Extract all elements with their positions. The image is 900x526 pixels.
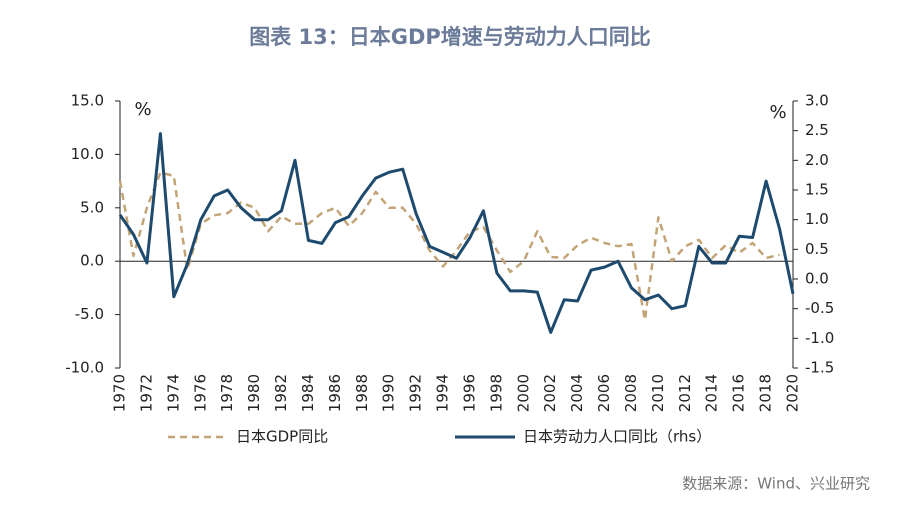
x-tick-label: 2000 <box>514 374 532 412</box>
x-tick-label: 1994 <box>434 374 452 412</box>
y2-tick-label: -1.5 <box>805 359 834 377</box>
y2-unit: % <box>769 102 786 123</box>
y-unit: % <box>134 99 151 120</box>
y-tick-label: -5.0 <box>75 305 104 323</box>
x-tick-label: 2004 <box>568 374 586 412</box>
x-tick-label: 1990 <box>380 374 398 412</box>
x-tick-label: 1974 <box>164 374 182 412</box>
y2-tick-label: 0.0 <box>805 270 829 288</box>
x-tick-label: 2008 <box>622 374 640 412</box>
y-tick-label: 5.0 <box>80 198 104 216</box>
x-tick-label: 2010 <box>649 374 667 412</box>
y2-tick-label: 1.5 <box>805 181 829 199</box>
legend-label: 日本GDP同比 <box>236 428 328 446</box>
y-tick-label: 15.0 <box>71 92 104 110</box>
y-tick-label: 0.0 <box>80 252 104 270</box>
y2-tick-label: 0.5 <box>805 240 829 258</box>
x-tick-label: 1978 <box>218 374 236 412</box>
x-tick-label: 1992 <box>407 374 425 412</box>
x-tick-label: 1972 <box>137 374 155 412</box>
y2-tick-label: -1.0 <box>805 329 834 347</box>
x-tick-label: 1970 <box>111 374 129 412</box>
y2-tick-label: 2.0 <box>805 151 829 169</box>
x-tick-label: 1986 <box>326 374 344 412</box>
x-tick-label: 1976 <box>191 374 209 412</box>
y-tick-label: 10.0 <box>71 145 104 163</box>
x-tick-label: 1980 <box>245 374 263 412</box>
legend-label: 日本劳动力人口同比（rhs） <box>523 428 711 446</box>
x-tick-label: 2012 <box>676 374 694 412</box>
x-tick-label: 1998 <box>487 374 505 412</box>
x-tick-label: 2014 <box>703 374 721 412</box>
y-tick-label: -10.0 <box>65 359 104 377</box>
x-tick-label: 2002 <box>541 374 559 412</box>
chart-title: 图表 13：日本GDP增速与劳动力人口同比 <box>249 25 651 49</box>
x-tick-label: 2018 <box>757 374 775 412</box>
y2-tick-label: 2.5 <box>805 121 829 139</box>
x-tick-label: 1996 <box>460 374 478 412</box>
series-line <box>118 171 780 322</box>
x-tick-label: 2020 <box>784 374 802 412</box>
y2-tick-label: 3.0 <box>805 92 829 110</box>
y2-tick-label: -0.5 <box>805 299 834 317</box>
x-tick-label: 2016 <box>730 374 748 412</box>
source: 数据来源：Wind、兴业研究 <box>682 475 870 493</box>
x-tick-label: 1988 <box>353 374 371 412</box>
x-tick-label: 2006 <box>595 374 613 412</box>
x-tick-label: 1984 <box>299 374 317 412</box>
x-tick-label: 1982 <box>272 374 290 412</box>
series-line <box>118 132 795 334</box>
y2-tick-label: 1.0 <box>805 210 829 228</box>
